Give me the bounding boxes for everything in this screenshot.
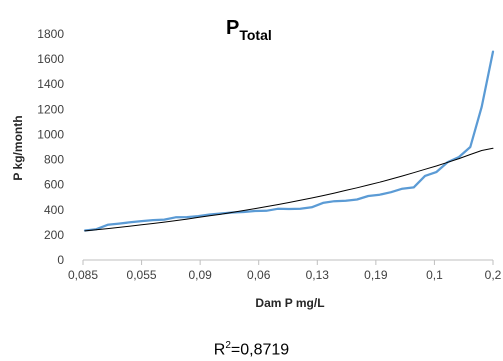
y-tick-label: 1000 xyxy=(37,127,64,141)
x-tick-label: 0,09 xyxy=(188,268,212,282)
x-tick-label: 0,13 xyxy=(306,268,330,282)
x-tick-label: 0,06 xyxy=(247,268,271,282)
x-axis-tick-labels: 0,085 0,055 0,09 0,06 0,13 0,19 0,1 0,2 xyxy=(68,268,502,282)
x-tick-label: 0,19 xyxy=(364,268,388,282)
chart-title: PTotal xyxy=(226,17,272,43)
y-tick-label: 1600 xyxy=(37,52,64,66)
chart: PTotal 0 200 400 600 800 1000 1200 1400 1600 1800… xyxy=(11,17,502,310)
y-tick-label: 1400 xyxy=(37,77,64,91)
x-tick-label: 0,2 xyxy=(485,268,502,282)
r-squared-superscript: 2 xyxy=(225,340,231,351)
r-squared-value: =0,8719 xyxy=(230,341,290,359)
series-group xyxy=(83,50,495,232)
y-tick-label: 200 xyxy=(44,228,64,242)
x-axis-title: Dam P mg/L xyxy=(255,296,324,310)
x-axis-tick-marks xyxy=(82,260,494,265)
y-tick-label: 0 xyxy=(57,253,64,267)
x-tick-label: 0,1 xyxy=(426,268,443,282)
trendline xyxy=(84,147,494,232)
y-tick-label: 400 xyxy=(44,203,64,217)
data-series-line xyxy=(83,50,495,232)
y-axis-tick-labels: 0 200 400 600 800 1000 1200 1400 1600 1800 xyxy=(37,27,64,267)
chart-title-subscript: Total xyxy=(239,27,271,43)
x-tick-label: 0,055 xyxy=(127,268,157,282)
y-tick-label: 1200 xyxy=(37,102,64,116)
y-axis-title: P kg/month xyxy=(11,115,25,180)
y-tick-label: 600 xyxy=(44,178,64,192)
r-squared-prefix: R xyxy=(213,341,226,359)
r-squared-annotation: R2=0,8719 xyxy=(0,340,503,359)
chart-title-main: P xyxy=(226,17,239,39)
x-tick-label: 0,085 xyxy=(68,268,98,282)
y-tick-label: 1800 xyxy=(37,27,64,41)
y-tick-label: 800 xyxy=(44,153,64,167)
